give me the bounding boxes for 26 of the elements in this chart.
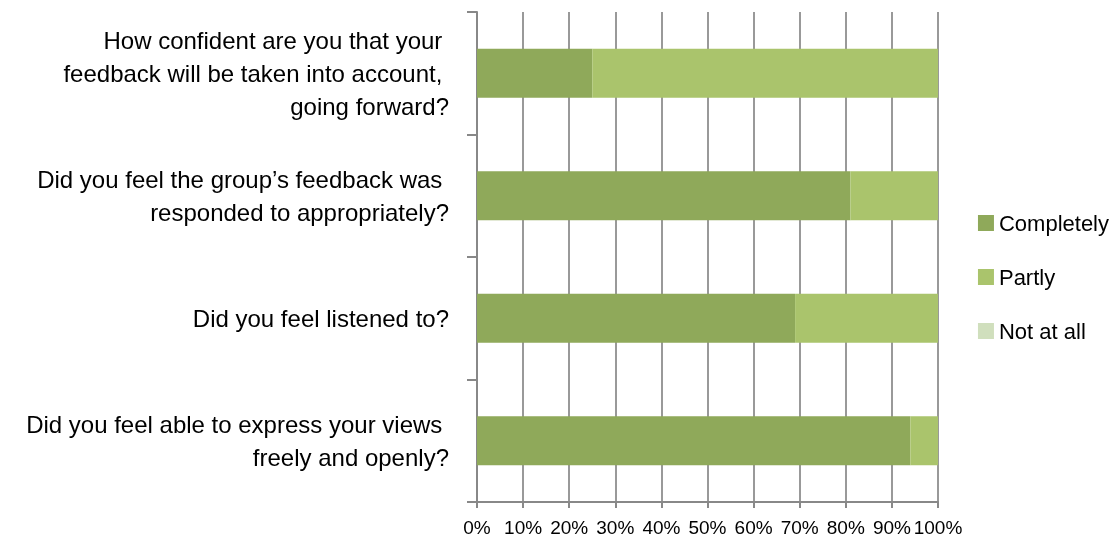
bar	[850, 171, 938, 221]
x-tick-label: 40%	[642, 517, 681, 538]
x-tick-label: 70%	[780, 517, 819, 538]
y-tick-label: How confident are you that your feedback will be taken into account, going forward?	[63, 26, 449, 120]
x-tick-label: 50%	[688, 517, 727, 538]
legend-label: Completely	[998, 210, 1109, 236]
x-tick-label: 0%	[463, 517, 491, 538]
legend-label: Not at all	[998, 318, 1086, 344]
bar	[592, 48, 938, 98]
bar	[477, 171, 851, 221]
x-tick-label: 30%	[596, 517, 635, 538]
bar	[477, 48, 593, 98]
bar	[477, 416, 911, 466]
y-tick-label: Did you feel able to express your views freely and openly?	[26, 410, 449, 471]
y-tick-label: Did you feel the group’s feedback was responded to appropriately?	[37, 165, 449, 226]
legend-label: Partly	[998, 264, 1056, 290]
y-tick-label: Did you feel listened to?	[192, 304, 449, 332]
x-tick-label: 100%	[913, 517, 963, 538]
bar	[477, 293, 796, 343]
bar	[910, 416, 938, 466]
x-tick-label: 60%	[734, 517, 773, 538]
bar	[795, 293, 938, 343]
x-tick-label: 90%	[872, 517, 912, 538]
x-tick-label: 20%	[550, 517, 589, 538]
x-tick-label: 80%	[826, 517, 865, 538]
x-tick-label: 10%	[504, 517, 543, 538]
